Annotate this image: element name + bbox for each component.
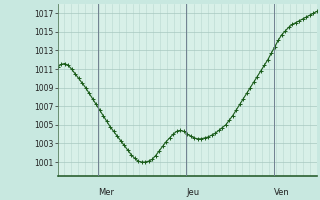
- Text: Ven: Ven: [274, 188, 290, 197]
- Text: Jeu: Jeu: [186, 188, 199, 197]
- Text: Mer: Mer: [98, 188, 114, 197]
